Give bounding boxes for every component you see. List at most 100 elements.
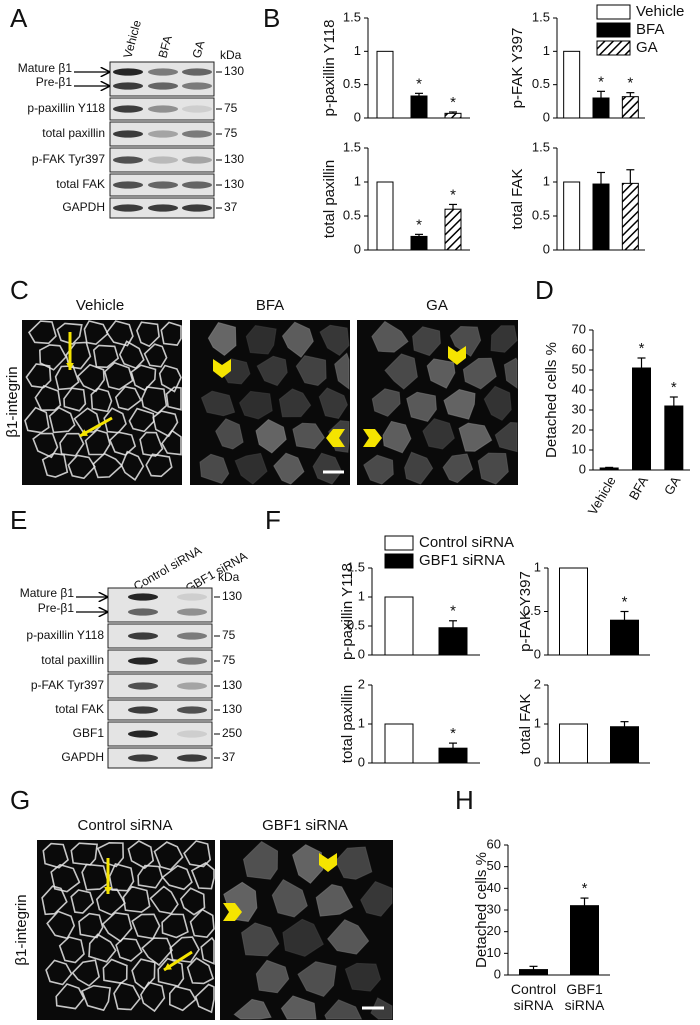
x-tick-label: GA <box>661 473 684 497</box>
blot-band <box>113 130 143 138</box>
row-label: GAPDH <box>61 750 104 764</box>
kda-label: 37 <box>224 200 238 214</box>
row-label: Mature β1 <box>18 61 73 75</box>
cell-body <box>503 357 518 389</box>
cell-outline <box>161 864 193 891</box>
blot-band <box>182 105 212 113</box>
cell-body <box>278 388 312 418</box>
blot-band <box>128 730 158 738</box>
cell-body <box>344 962 382 992</box>
legend-swatch <box>384 553 414 569</box>
y-tick-label: 60 <box>572 341 586 356</box>
y-tick-label: 2 <box>358 676 365 691</box>
blot-band <box>113 82 143 90</box>
row-label: GAPDH <box>62 200 105 214</box>
blot-band <box>148 204 178 212</box>
y-tick-label: 40 <box>487 880 501 895</box>
yellow-chevron <box>363 429 382 447</box>
y-axis-label: total paxillin <box>321 160 338 238</box>
y-tick-label: 1.5 <box>343 9 361 24</box>
cell-outline <box>140 981 166 1013</box>
cell-body <box>256 355 288 387</box>
bar <box>610 726 639 764</box>
y-axis-label: Detached cells % <box>543 342 560 458</box>
cell-body <box>371 320 409 353</box>
cell-outline <box>78 912 104 939</box>
blot-band <box>148 68 178 76</box>
y-tick-label: 0 <box>494 966 501 981</box>
blot-strip <box>107 623 213 649</box>
blot-strip <box>107 721 213 747</box>
significance-mark: * <box>450 94 456 111</box>
y-tick-label: 0 <box>358 754 365 769</box>
legend-label: Vehicle <box>636 3 684 20</box>
y-tick-label: 0.5 <box>343 207 361 222</box>
bar <box>559 723 588 764</box>
blot-strip <box>107 649 213 673</box>
cell-outline <box>136 321 160 348</box>
cell-outline <box>130 364 157 392</box>
bar <box>632 367 651 471</box>
lane-label: Vehicle <box>120 18 144 59</box>
cell-outline <box>71 959 100 987</box>
yellow-arrowhead <box>104 886 112 894</box>
cell-body <box>241 922 280 957</box>
legend-swatch <box>596 22 631 38</box>
cell-outline <box>65 341 92 370</box>
y-tick-label: 0 <box>579 461 586 476</box>
cell-outline <box>96 841 125 868</box>
cell-outline <box>152 410 179 438</box>
cell-body <box>406 391 437 422</box>
cell-body <box>324 999 363 1020</box>
cell-outline <box>115 937 143 962</box>
cell-body <box>426 358 456 389</box>
cell-outline <box>145 453 173 478</box>
legend-label: Control siRNA <box>419 534 514 551</box>
micrograph-texture <box>24 320 182 481</box>
y-tick-label: 0.5 <box>532 207 550 222</box>
row-label: p-FAK Tyr397 <box>32 152 105 166</box>
kda-label: 130 <box>224 64 244 78</box>
cell-body <box>315 884 354 917</box>
y-tick-label: 0 <box>534 646 541 661</box>
cell-body <box>490 325 518 353</box>
blot-band <box>148 156 178 164</box>
y-tick-label: 0.5 <box>347 617 365 632</box>
x-tick-label: Vehicle <box>585 474 619 518</box>
cell-body <box>271 878 308 918</box>
y-tick-label: 70 <box>572 321 586 336</box>
blot-band <box>128 706 158 714</box>
yellow-arrowhead <box>66 362 74 370</box>
blot-band <box>177 682 207 690</box>
lane-label: GA <box>189 39 207 59</box>
cell-outline <box>92 344 120 369</box>
panel-label: G <box>10 785 30 815</box>
cell-outline <box>161 913 189 939</box>
y-tick-label: 1 <box>534 559 541 574</box>
yellow-chevron <box>223 903 242 921</box>
cell-body <box>477 452 509 485</box>
cell-body <box>245 325 277 355</box>
cell-outline <box>137 864 164 889</box>
significance-mark: * <box>671 379 677 396</box>
y-tick-label: 30 <box>572 401 586 416</box>
cell-outline <box>73 407 101 433</box>
cell-outline <box>80 984 111 1012</box>
cell-body <box>292 844 324 884</box>
bar <box>410 235 428 251</box>
bar <box>384 596 414 656</box>
cell-body <box>207 322 237 357</box>
unit-label: kDa <box>220 48 242 62</box>
blot-strip <box>107 699 213 721</box>
yellow-arrowhead <box>80 429 88 436</box>
panel-label: C <box>10 275 29 305</box>
bar <box>444 112 462 119</box>
cell-body <box>319 324 350 357</box>
cell-body <box>199 453 230 484</box>
cell-outline <box>120 450 145 481</box>
y-tick-label: 20 <box>487 923 501 938</box>
cell-outline <box>122 885 151 913</box>
cell-body <box>442 453 474 484</box>
kda-label: 130 <box>224 177 244 191</box>
blot-band <box>177 730 207 738</box>
